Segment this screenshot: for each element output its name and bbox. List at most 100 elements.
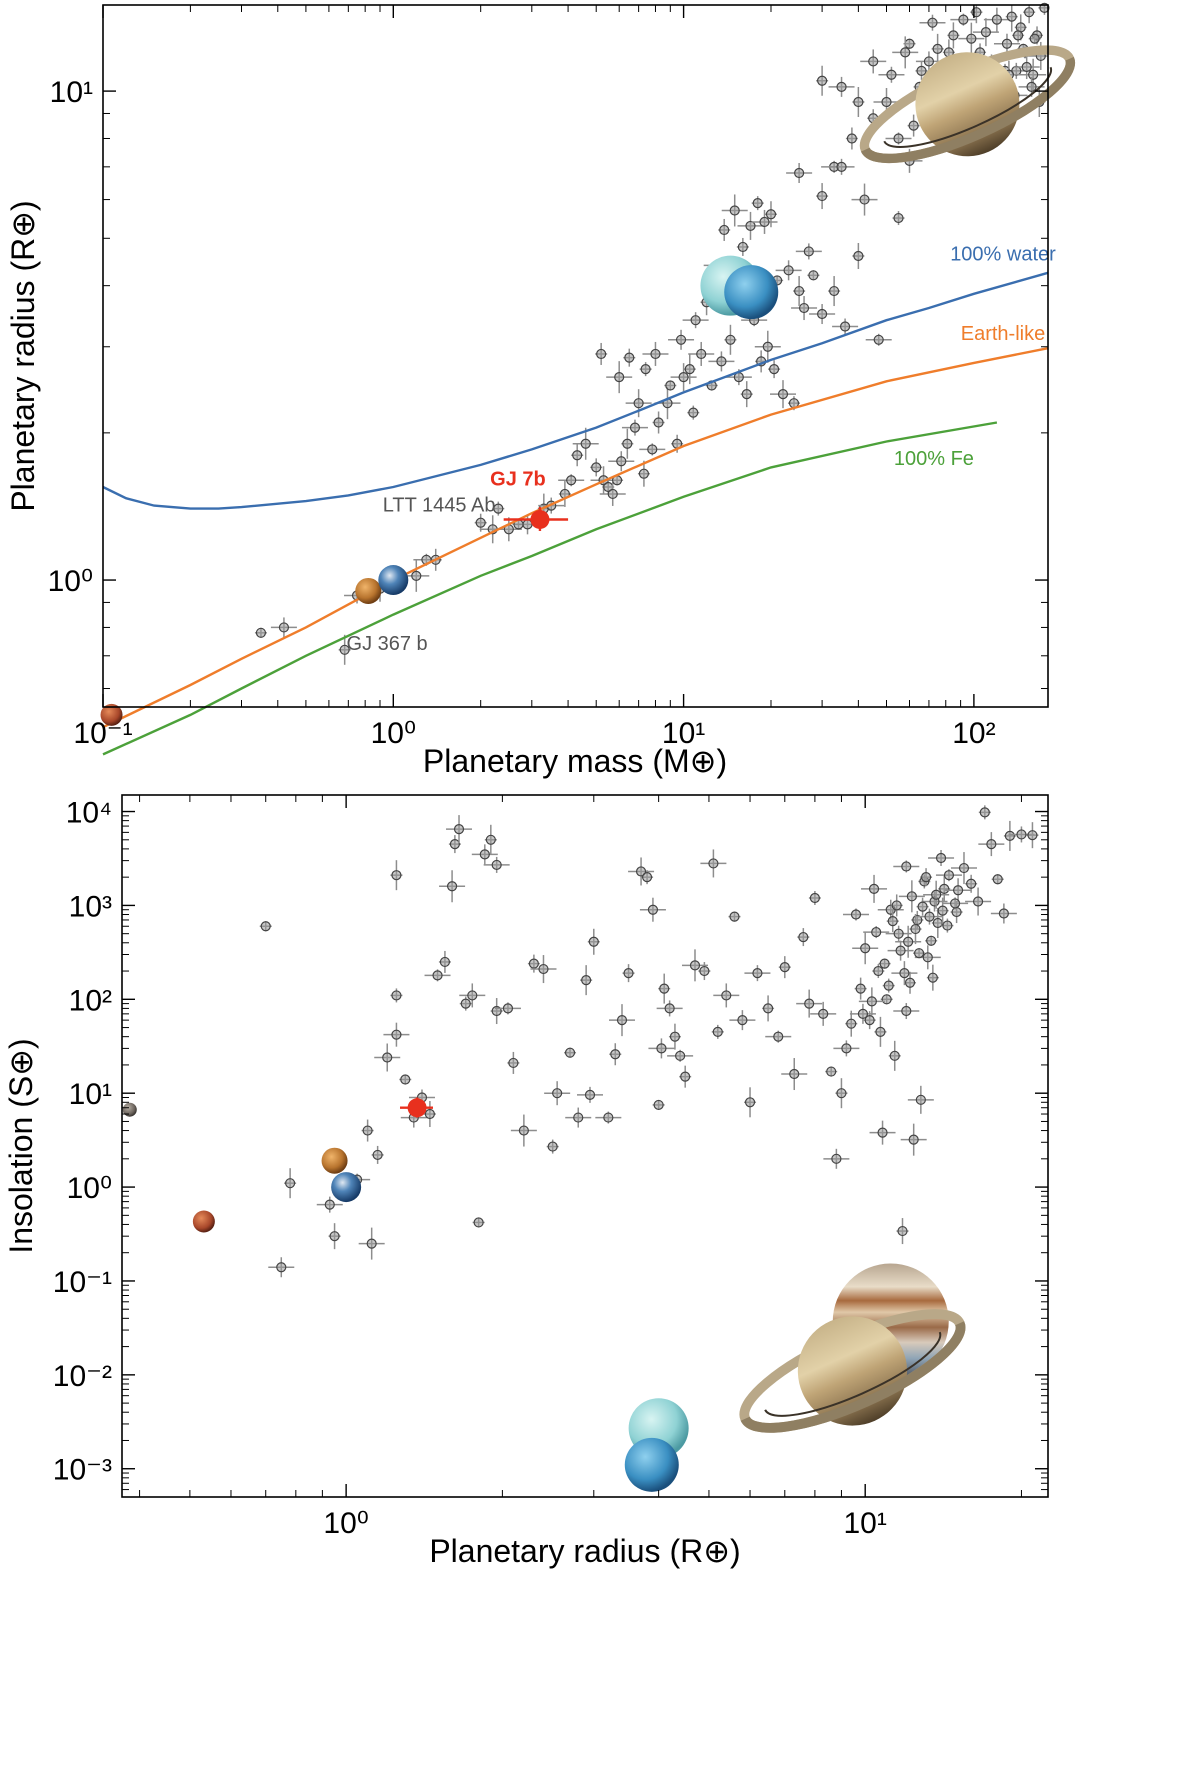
exoplanet-point xyxy=(449,838,460,850)
exoplanet-point xyxy=(904,38,915,49)
exoplanet-point xyxy=(809,892,820,904)
exoplanet-point xyxy=(675,334,687,345)
exoplanet-point xyxy=(1021,61,1032,73)
exoplanet-point xyxy=(607,488,618,500)
exoplanet-point xyxy=(485,834,496,845)
planet-annotation: GJ 367 b xyxy=(347,633,428,655)
gj7b-point xyxy=(407,1098,427,1118)
exoplanet-point xyxy=(922,952,933,963)
exoplanet-point xyxy=(789,1068,800,1080)
exoplanet-point xyxy=(901,1005,912,1017)
exoplanet-point xyxy=(629,422,641,433)
mars-planet xyxy=(100,703,123,726)
exoplanet-point xyxy=(366,1238,377,1249)
y-tick-label: 10¹ xyxy=(69,1078,112,1111)
exoplanet-point xyxy=(952,885,964,896)
bottom-y-axis-label: Insolation (S⊕) xyxy=(3,1038,39,1253)
y-tick-label: 10⁻¹ xyxy=(53,1266,112,1299)
exoplanet-point xyxy=(900,47,911,58)
bottom-x-axis-label: Planetary radius (R⊕) xyxy=(429,1533,740,1569)
exoplanet-point xyxy=(817,308,828,320)
exoplanet-point xyxy=(857,1008,869,1019)
top-y-axis-label: Planetary radius (R⊕) xyxy=(5,200,41,511)
exoplanet-point xyxy=(831,1153,842,1164)
exoplanet-point xyxy=(881,96,892,108)
x-tick-label: 10⁻¹ xyxy=(73,717,132,750)
exoplanet-point xyxy=(547,1141,558,1152)
exoplanet-point xyxy=(467,990,478,1001)
exoplanet-point xyxy=(688,407,699,418)
top-axes-ticks: 10⁻¹ 10⁰ 10¹ 10² 10⁰ 10¹ xyxy=(48,5,1048,750)
exoplanet-point xyxy=(391,990,402,1001)
y-tick-label: 10⁻³ xyxy=(53,1454,112,1487)
exoplanet-point xyxy=(839,321,851,332)
mass-radius-panel: 100% water Earth-like 100% Fe LTT 1445 Ab GJ… xyxy=(5,2,1076,779)
exoplanet-point xyxy=(678,372,689,383)
exoplanet-point xyxy=(656,1043,667,1054)
planet-annotation: LTT 1445 Ab xyxy=(383,495,496,517)
exoplanet-point xyxy=(759,216,770,228)
exoplanet-point xyxy=(808,270,819,281)
exoplanet-point xyxy=(635,866,647,877)
exoplanet-point xyxy=(932,43,943,54)
exoplanet-point xyxy=(1024,7,1035,18)
exoplanet-point xyxy=(877,1127,888,1138)
exoplanet-point xyxy=(647,904,659,915)
exoplanet-point xyxy=(729,205,740,216)
exoplanet-point xyxy=(528,958,539,969)
neptune-planet xyxy=(724,265,779,320)
exoplanet-point xyxy=(913,948,925,959)
exoplanet-point xyxy=(640,364,651,375)
neptune-planet xyxy=(624,1437,679,1492)
exoplanet-point xyxy=(716,356,727,367)
exoplanet-point xyxy=(391,870,402,881)
exoplanet-point xyxy=(948,30,959,41)
exoplanet-point xyxy=(920,872,932,883)
exoplanet-point xyxy=(873,965,884,977)
exoplanet-point xyxy=(588,936,599,947)
curve--fe xyxy=(102,421,998,756)
exoplanet-point xyxy=(591,462,602,473)
mars-planet xyxy=(192,1210,215,1233)
exoplanet-point xyxy=(616,456,627,467)
exoplanet-point xyxy=(939,883,950,894)
venus-planet xyxy=(321,1147,348,1174)
curve--water xyxy=(102,271,1049,510)
exoplanet-point xyxy=(998,908,1009,919)
exoplanet-point xyxy=(841,1043,852,1054)
exoplanet-point xyxy=(943,870,955,881)
exoplanet-point xyxy=(329,1231,340,1242)
curve-label: 100% water xyxy=(950,244,1056,266)
exoplanet-point xyxy=(362,1125,373,1136)
exoplanet-point xyxy=(879,958,890,969)
exoplanet-point xyxy=(675,1050,686,1061)
exoplanet-point xyxy=(873,334,884,345)
exoplanet-point xyxy=(684,364,695,375)
exoplanet-point xyxy=(1013,30,1024,41)
exoplanet-point xyxy=(762,1003,774,1014)
exoplanet-point xyxy=(622,438,633,449)
exoplanet-point xyxy=(712,1026,723,1037)
exoplanet-point xyxy=(696,348,707,360)
exoplanet-point xyxy=(932,917,943,929)
exoplanet-point xyxy=(690,315,701,326)
exoplanet-point xyxy=(721,990,732,1001)
exoplanet-point xyxy=(798,302,810,314)
exoplanet-point xyxy=(400,1074,411,1085)
curve-earth-like xyxy=(102,347,1049,729)
exoplanet-point xyxy=(1029,33,1040,44)
exoplanet-point xyxy=(937,905,948,916)
exoplanet-point xyxy=(502,1003,514,1014)
exoplanet-point xyxy=(889,1050,900,1061)
exoplanet-point xyxy=(1028,69,1039,80)
exoplanet-point xyxy=(958,14,969,25)
exoplanet-point xyxy=(479,849,490,860)
exoplanet-point xyxy=(460,998,471,1009)
exoplanet-point xyxy=(859,194,870,205)
exoplanet-point xyxy=(647,444,658,455)
saturn-planet xyxy=(859,45,1076,164)
exoplanet-point xyxy=(779,962,790,973)
exoplanet-point xyxy=(285,1178,296,1189)
exoplanet-point xyxy=(538,963,549,975)
exoplanet-point xyxy=(518,1125,529,1136)
